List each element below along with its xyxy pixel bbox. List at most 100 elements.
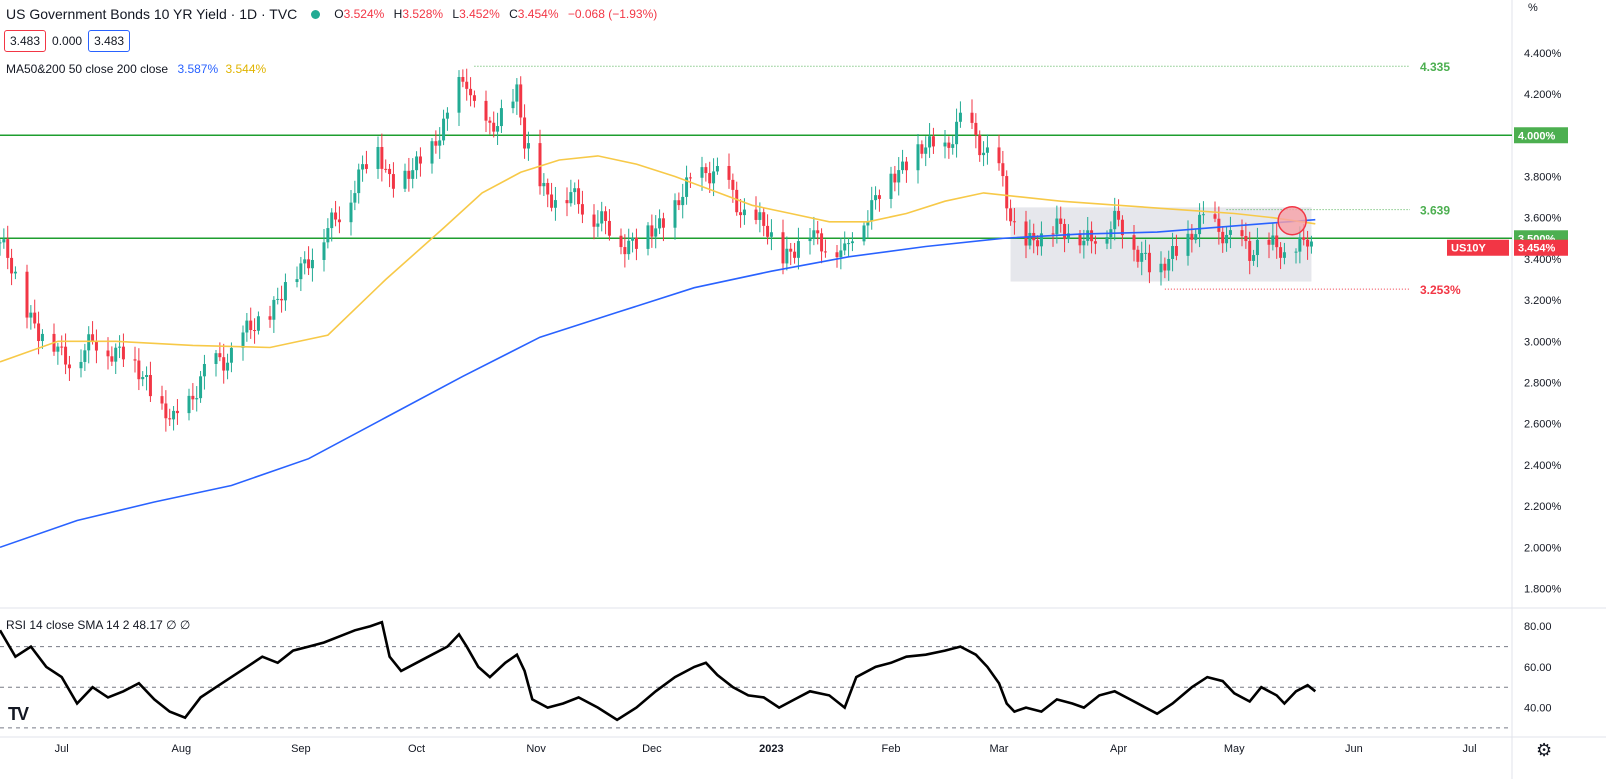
y-tick-label: 3.200% — [1524, 295, 1562, 307]
candle-body — [40, 333, 44, 342]
x-tick-label: Jun — [1345, 743, 1363, 755]
candle-body — [1190, 233, 1194, 240]
candle-body — [839, 250, 843, 258]
candle-body — [1282, 252, 1286, 258]
candle-body — [1078, 233, 1082, 246]
candle-body — [823, 251, 827, 253]
candle-body — [492, 122, 496, 132]
candle-body — [596, 223, 600, 227]
candle-body — [785, 248, 789, 264]
candle-body — [1144, 252, 1148, 254]
candle-body — [619, 235, 623, 248]
candle-body — [874, 195, 878, 201]
candle-body — [175, 410, 179, 414]
candle-body — [1024, 221, 1028, 246]
candle-body — [1036, 240, 1040, 247]
x-tick-label: Sep — [291, 743, 311, 755]
candle-body — [121, 346, 125, 360]
candle-body — [789, 248, 793, 252]
candle-body — [704, 167, 708, 174]
candle-body — [796, 241, 800, 258]
candle-body — [646, 225, 650, 249]
gear-icon[interactable]: ⚙ — [1536, 740, 1553, 760]
bid-button[interactable]: 3.483 — [4, 30, 47, 52]
x-tick-label: Apr — [1110, 743, 1127, 755]
candle-body — [299, 263, 303, 280]
candle-body — [758, 212, 762, 220]
y-tick-label: 2.400% — [1524, 460, 1562, 472]
last-price-symbol-tag — [1447, 239, 1509, 256]
candle-body — [195, 398, 199, 400]
candle-body — [974, 122, 978, 135]
candle-body — [145, 375, 149, 377]
candle-body — [1093, 241, 1097, 244]
y-tick-label: 2.000% — [1524, 542, 1562, 554]
candle-body — [1051, 233, 1055, 235]
candle-body — [330, 212, 334, 229]
ohlc-open: 3.524% — [343, 7, 385, 21]
candle-body — [1275, 235, 1279, 248]
candle-body — [600, 211, 604, 224]
candle-body — [60, 346, 64, 348]
candle-body — [685, 177, 689, 197]
candle-body — [114, 347, 118, 362]
candle-body — [249, 320, 253, 331]
candle-body — [442, 118, 446, 141]
level-price-tag — [1514, 127, 1568, 144]
x-tick-label: Jul — [1463, 743, 1477, 755]
ma200-line — [0, 218, 1316, 549]
candle-body — [361, 164, 365, 170]
candle-body — [226, 362, 230, 371]
candle-body — [958, 112, 962, 122]
candle-body — [430, 141, 434, 164]
candle-body — [920, 144, 924, 154]
candle-body — [29, 312, 33, 318]
y-tick-label: 4.200% — [1524, 89, 1562, 101]
candle-body — [673, 200, 677, 228]
x-tick-label: Feb — [882, 743, 901, 755]
y-tick-label: 3.400% — [1524, 254, 1562, 266]
candle-body — [1309, 241, 1313, 247]
candle-body — [947, 142, 951, 148]
candle-body — [1090, 230, 1094, 242]
candle-body — [1005, 176, 1009, 209]
candle-body — [376, 146, 380, 169]
candle-body — [1066, 233, 1070, 240]
candle-body — [955, 121, 959, 145]
symbol-title[interactable]: US Government Bonds 10 YR Yield · 1D · T… — [6, 6, 298, 22]
candle-body — [1271, 235, 1275, 245]
candle-body — [411, 170, 415, 179]
candle-body — [793, 251, 797, 258]
candle-body — [172, 410, 176, 420]
level-price-label: 4.000% — [1518, 130, 1556, 142]
candle-body — [1159, 263, 1163, 273]
candle-body — [1063, 223, 1067, 240]
ma-legend[interactable]: MA50&200 50 close 200 close 3.587% 3.544… — [6, 62, 266, 76]
last-price-tag — [1514, 239, 1568, 256]
candle-body — [295, 279, 299, 283]
x-tick-label: Jul — [55, 743, 69, 755]
ma50-line — [0, 155, 1316, 363]
ask-button[interactable]: 3.483 — [88, 30, 131, 52]
candle-body — [1248, 241, 1252, 261]
candle-body — [731, 179, 735, 190]
candle-body — [56, 346, 60, 352]
candle-body — [83, 350, 87, 362]
candle-body — [631, 237, 635, 241]
candle-body — [688, 177, 692, 179]
candle-body — [1294, 251, 1298, 253]
rsi-legend[interactable]: RSI 14 close SMA 14 2 48.17 ∅ ∅ — [6, 618, 191, 632]
candle-body — [997, 147, 1001, 164]
tradingview-logo-icon[interactable]: TV — [8, 704, 29, 724]
candle-body — [592, 214, 596, 227]
candle-body — [546, 182, 550, 195]
candle-body — [79, 361, 83, 369]
ma50-value: 3.587% — [177, 62, 219, 76]
candle-body — [970, 112, 974, 123]
candle-body — [985, 147, 989, 153]
candle-body — [33, 312, 37, 324]
x-tick-label: 2023 — [759, 743, 783, 755]
candle-body — [87, 334, 91, 351]
candle-body — [364, 164, 368, 169]
